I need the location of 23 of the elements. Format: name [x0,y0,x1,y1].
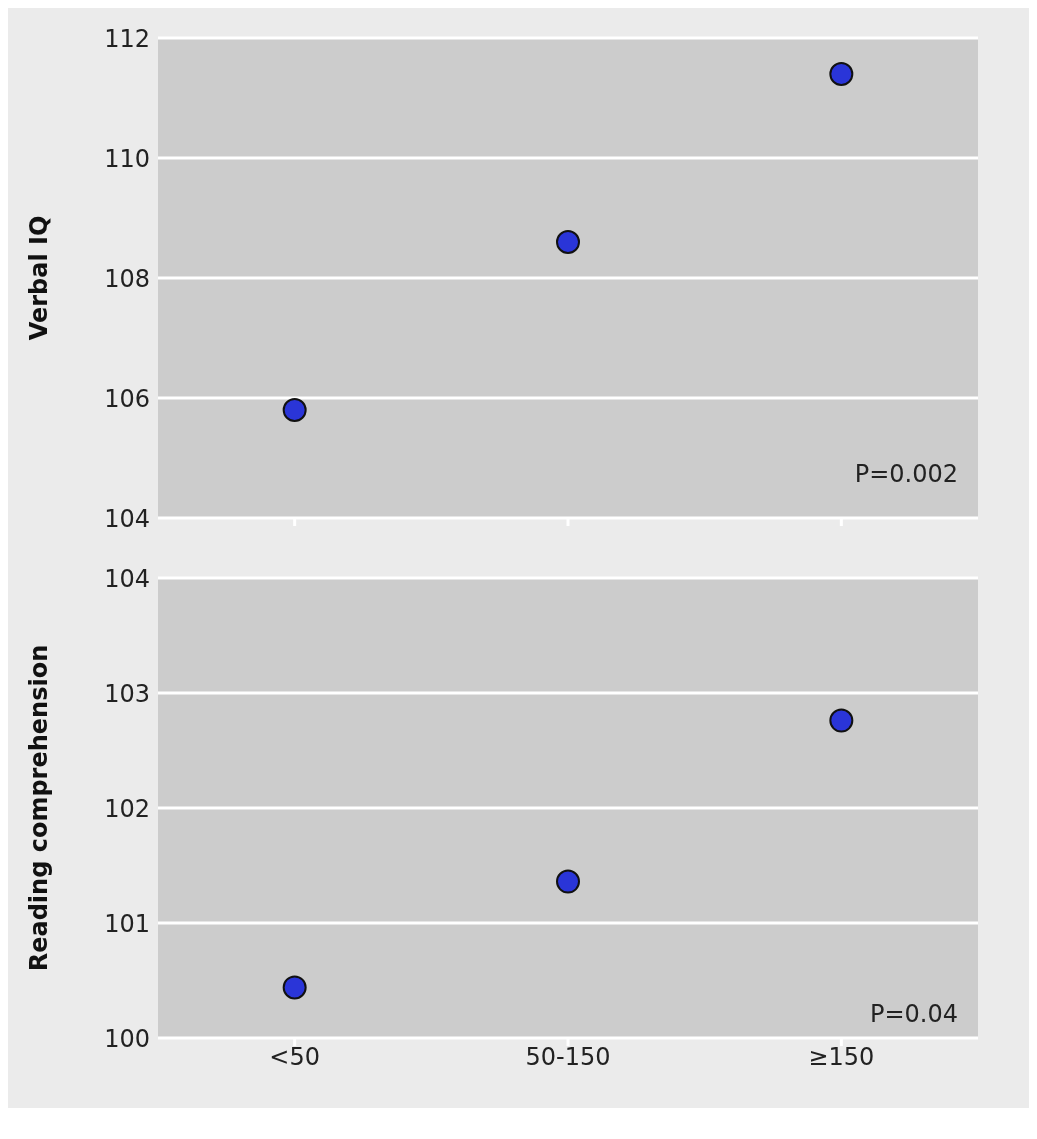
point [829,62,854,86]
point [282,975,307,1000]
point [556,230,580,254]
x-tick-label: <50 [269,1043,320,1072]
y-axis-title: Verbal IQ [24,215,53,341]
y-tick-label: 101 [104,909,150,938]
y-tick-label: 104 [104,504,150,533]
y-tick-label: 112 [104,24,150,53]
y-tick-label: 103 [104,679,150,708]
y-tick-label: 104 [104,564,150,593]
y-tick-label: 106 [104,384,150,413]
point [282,398,307,422]
point [556,869,580,894]
x-tick-label: ≥150 [808,1043,875,1072]
y-tick-label: 110 [104,144,150,173]
y-tick-label: 100 [104,1024,150,1053]
x-tick-label: 50-150 [525,1043,611,1072]
y-tick-label: 102 [104,794,150,823]
annotation: P=0.04 [869,1000,958,1028]
annotation: P=0.002 [854,460,958,488]
y-axis-title: Reading comprehension [24,644,53,972]
y-tick-label: 108 [104,264,150,293]
point [829,708,854,733]
